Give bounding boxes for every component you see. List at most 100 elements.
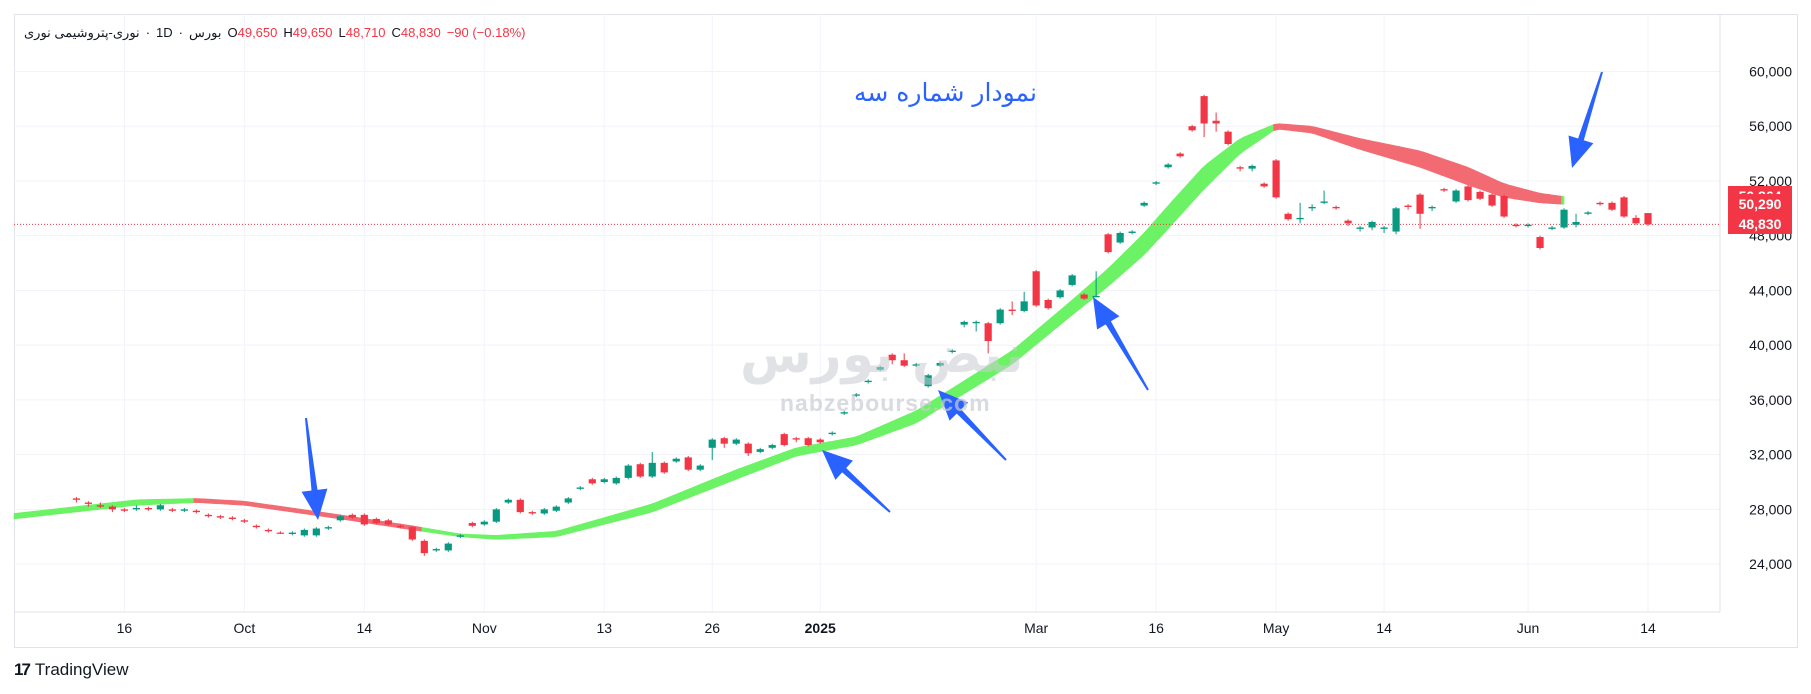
candle-body — [1200, 96, 1208, 124]
x-tick-label: 14 — [1376, 620, 1392, 636]
cloud-segment — [1399, 146, 1406, 164]
legend-close: 48,830 — [400, 25, 441, 40]
candle-body — [420, 540, 428, 554]
chart-annotation-text[interactable]: نمودار شماره سه — [854, 78, 1037, 107]
candle-body — [444, 543, 452, 551]
x-tick-label: Jun — [1517, 620, 1540, 636]
cloud-segment — [127, 499, 135, 507]
candle-body — [1476, 191, 1484, 199]
cloud-segment — [1537, 192, 1544, 204]
cloud-segment — [1291, 124, 1298, 132]
cloud-segment — [1489, 176, 1496, 195]
cloud-segment — [463, 533, 471, 538]
candle-body — [1380, 227, 1388, 229]
cloud-segment — [709, 477, 717, 491]
candle-body — [1308, 206, 1316, 209]
tradingview-brand[interactable]: 17 TradingView — [14, 660, 128, 680]
candle-body — [744, 443, 752, 454]
cloud-segment — [691, 484, 699, 498]
cloud-segment — [697, 482, 705, 495]
candle-body — [1044, 300, 1052, 309]
legend-low: 48,710 — [345, 25, 386, 40]
cloud-segment — [1231, 139, 1239, 163]
cloud-segment — [607, 514, 615, 524]
cloud-segment — [283, 506, 291, 513]
legend-open: 49,650 — [237, 25, 278, 40]
cloud-segment — [1429, 153, 1436, 174]
annotation-arrow — [938, 390, 1007, 461]
cloud-segment — [1255, 129, 1263, 144]
cloud-segment — [1249, 131, 1257, 148]
watermark-site: nabzebourse.com — [780, 390, 991, 416]
legend-symbol[interactable]: نوری-پتروشیمی نوری — [24, 25, 140, 40]
cloud-segment — [721, 472, 729, 486]
candle-body — [1440, 189, 1448, 191]
candle-body — [288, 532, 296, 534]
cloud-segment — [1411, 148, 1418, 167]
cloud-segment — [895, 416, 903, 432]
chart-legend: نوری-پتروشیمی نوری · 1D · بورس O49,650 H… — [24, 25, 526, 40]
candle-body — [588, 479, 596, 484]
candle-body — [1416, 194, 1424, 214]
annotation-arrow — [1568, 71, 1603, 168]
cloud-segment — [1405, 147, 1412, 166]
cloud-segment — [1129, 240, 1137, 269]
cloud-segment — [553, 529, 561, 538]
cloud-segment — [601, 516, 609, 526]
y-tick-label: 60,000 — [1749, 63, 1792, 79]
price-badge-last: 48,830 — [1728, 214, 1792, 235]
cloud-segment — [661, 497, 669, 509]
cloud-segment — [253, 502, 261, 508]
candle-body — [468, 523, 476, 526]
candle-body — [1596, 202, 1604, 205]
cloud-segment — [1357, 137, 1364, 151]
cloud-segment — [679, 489, 687, 502]
cloud-segment — [1189, 174, 1197, 206]
candle-body — [204, 514, 212, 517]
candle-body — [1584, 212, 1592, 214]
candle-body — [480, 521, 488, 525]
candle-body — [1032, 271, 1040, 306]
candle-body — [180, 509, 188, 511]
cloud-segment — [199, 498, 207, 504]
cloud-segment — [1333, 131, 1340, 143]
candle-body — [1512, 224, 1520, 227]
y-tick-label: 56,000 — [1749, 118, 1792, 134]
cloud-segment — [1375, 141, 1382, 157]
cloud-segment — [727, 470, 735, 483]
x-tick-label: 14 — [357, 620, 373, 636]
candle-body — [72, 498, 80, 500]
cloud-segment — [889, 419, 897, 434]
cloud-segment — [559, 528, 567, 537]
candle-body — [252, 525, 260, 528]
candle-body — [1524, 224, 1532, 227]
cloud-segment — [223, 499, 231, 505]
legend-close-label: C — [391, 25, 401, 40]
candle-body — [1560, 209, 1568, 228]
candle-body — [1572, 222, 1580, 225]
cloud-segment — [31, 510, 39, 518]
cloud-segment — [151, 498, 159, 505]
candle-body — [1296, 217, 1304, 220]
candle-body — [276, 532, 284, 534]
cloud-segment — [1027, 331, 1035, 353]
watermark-logo: نبض بورس — [740, 325, 1024, 385]
cloud-segment — [757, 459, 765, 472]
cloud-segment — [1525, 189, 1532, 202]
cloud-segment — [673, 492, 681, 505]
cloud-segment — [745, 463, 753, 476]
legend-interval[interactable]: 1D — [156, 25, 173, 40]
cloud-segment — [1183, 180, 1191, 213]
cloud-segment — [1519, 187, 1526, 202]
candle-body — [372, 518, 380, 524]
candle-body — [1152, 182, 1160, 184]
candle-body — [504, 499, 512, 503]
candle-body — [540, 509, 548, 514]
cloud-segment — [625, 509, 633, 520]
cloud-segment — [187, 498, 195, 504]
cloud-segment — [799, 445, 807, 456]
candle-body — [516, 499, 524, 513]
cloud-segment — [1507, 184, 1514, 200]
candle-body — [1260, 183, 1268, 187]
